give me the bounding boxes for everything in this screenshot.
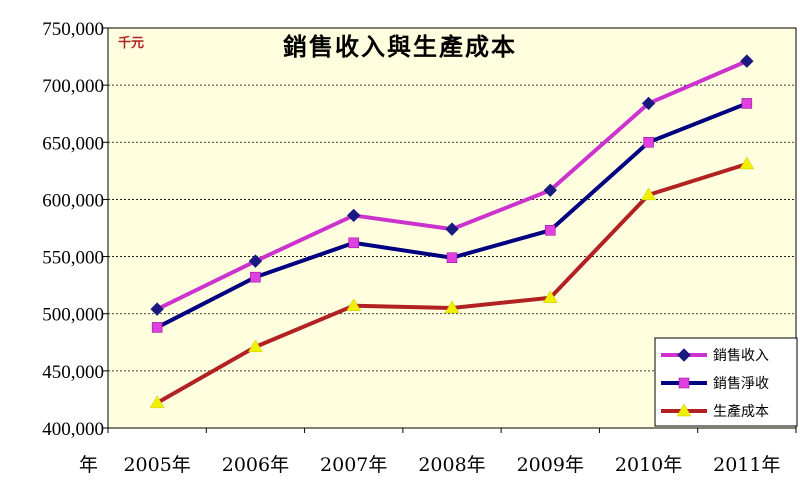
y-tick-label: 600,000 — [42, 190, 104, 211]
y-tick-label: 750,000 — [42, 19, 104, 40]
x-axis-label: 年 — [79, 454, 98, 476]
legend-marker — [676, 403, 692, 417]
data-point — [542, 290, 558, 303]
y-tick-label: 700,000 — [42, 76, 104, 97]
data-point — [545, 225, 556, 236]
data-point — [739, 156, 755, 170]
chart-title: 銷售收入與生產成本 — [283, 33, 517, 61]
data-point — [741, 98, 753, 109]
y-tick-label: 500,000 — [42, 305, 104, 326]
data-point — [346, 298, 362, 311]
data-point — [150, 302, 164, 316]
x-tick-label: 2010年 — [615, 454, 682, 476]
legend-label: 生產成本 — [713, 403, 769, 420]
x-tick-label: 2005年 — [123, 454, 190, 476]
data-point — [347, 208, 361, 223]
unit-label: 千元 — [118, 35, 144, 51]
legend-marker — [678, 377, 690, 389]
data-point — [247, 339, 263, 353]
x-tick-label: 2006年 — [222, 454, 289, 476]
data-point — [348, 237, 359, 249]
x-tick-label: 2009年 — [517, 454, 584, 476]
legend-marker — [677, 348, 691, 362]
data-point — [641, 187, 657, 201]
legend-label: 銷售淨收 — [713, 376, 769, 392]
x-axis: 2005年 2006年 2007年 2008年 2009年 2010年 2011年 — [107, 428, 797, 476]
y-axis: 400,000 450,000 500,000 550,000 600,000 650,0… — [42, 19, 108, 440]
legend-label: 銷售收入 — [713, 348, 769, 364]
y-tick-label: 650,000 — [42, 133, 104, 154]
data-point — [643, 137, 654, 148]
x-tick-label: 2008年 — [418, 454, 485, 476]
data-point — [543, 183, 557, 197]
data-point — [151, 322, 163, 333]
data-point — [248, 254, 263, 268]
data-point — [446, 252, 458, 263]
y-tick-label: 450,000 — [42, 362, 104, 383]
data-point — [445, 222, 459, 236]
data-point — [444, 300, 460, 314]
data-point — [641, 96, 656, 111]
x-tick-label: 2007年 — [320, 454, 387, 476]
data-point — [250, 271, 261, 283]
series-markers — [149, 54, 755, 409]
x-tick-label: 2011年 — [713, 454, 780, 476]
y-tick-label: 550,000 — [42, 248, 104, 269]
y-tick-label: 400,000 — [42, 419, 104, 440]
data-point — [740, 54, 754, 68]
data-point — [149, 395, 165, 409]
